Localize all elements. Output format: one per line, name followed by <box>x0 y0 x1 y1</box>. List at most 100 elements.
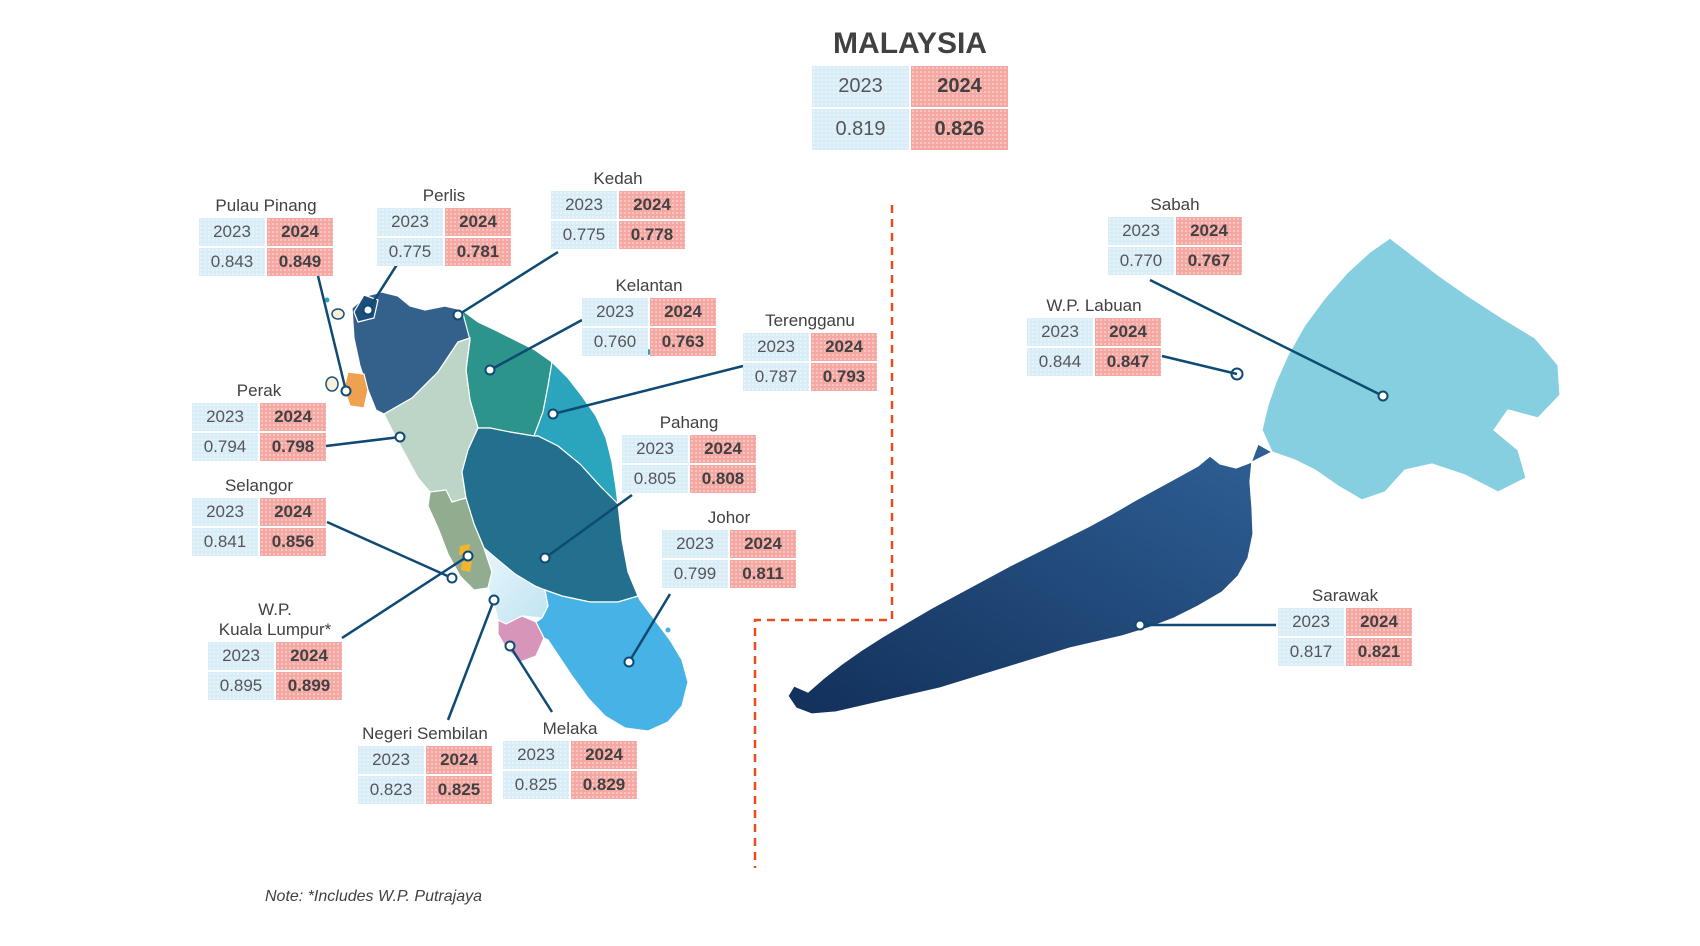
langkawi-island <box>331 308 345 320</box>
kl-marker-shape-2 <box>461 561 472 572</box>
state-name: Sabah <box>1150 195 1200 214</box>
leader-line-kelantan <box>489 318 583 372</box>
value-2024: 0.856 <box>260 528 326 556</box>
marker-dot-melaka <box>504 640 516 652</box>
marker-dot-perlis <box>362 304 374 316</box>
leader-line-pahang <box>544 493 633 560</box>
state-table: 2023 2024 0.825 0.829 <box>503 741 637 799</box>
year-2024-header: 2024 <box>445 208 511 236</box>
value-2024: 0.763 <box>650 328 716 356</box>
state-table: 2023 2024 0.817 0.821 <box>1278 608 1412 666</box>
year-2023-header: 2023 <box>622 435 688 463</box>
national-table: 2023 2024 0.819 0.826 <box>812 66 1008 150</box>
year-2023-header: 2023 <box>743 333 809 361</box>
year-2024-header: 2024 <box>260 498 326 526</box>
year-2023-header: 2023 <box>812 66 909 107</box>
leader-line-terengganu <box>552 364 744 416</box>
marker-dot-sarawak <box>1134 619 1146 631</box>
marker-dot-pahang <box>539 552 551 564</box>
map-region-negeri-sembilan <box>482 546 549 625</box>
national-panel: MALAYSIA 2023 2024 0.819 0.826 <box>812 26 1008 150</box>
marker-dot-selangor <box>446 572 458 584</box>
state-name: Pahang <box>659 413 719 432</box>
state-table: 2023 2024 0.760 0.763 <box>582 298 716 356</box>
year-2024-header: 2024 <box>426 746 492 774</box>
value-2023: 0.817 <box>1278 638 1344 666</box>
state-panel-pulau-pinang: Pulau Pinang 2023 2024 0.843 0.849 <box>199 196 333 276</box>
value-2023: 0.805 <box>622 465 688 493</box>
year-2023-header: 2023 <box>1278 608 1344 636</box>
marker-dot-pulau-pinang <box>340 385 352 397</box>
page-title: MALAYSIA <box>833 27 987 60</box>
leader-line-negeri-sembilan <box>446 599 496 721</box>
leader-line-kedah <box>457 250 559 317</box>
state-panel-selangor: Selangor 2023 2024 0.841 0.856 <box>192 476 326 556</box>
map-region-sabah <box>1261 237 1561 501</box>
state-table: 2023 2024 0.895 0.899 <box>208 642 342 700</box>
state-table: 2023 2024 0.805 0.808 <box>622 435 756 493</box>
year-2024-header: 2024 <box>911 66 1008 107</box>
state-table: 2023 2024 0.770 0.767 <box>1108 217 1242 275</box>
state-panel-sarawak: Sarawak 2023 2024 0.817 0.821 <box>1278 586 1412 666</box>
state-panel-negeri-sembilan: Negeri Sembilan 2023 2024 0.823 0.825 <box>358 724 492 804</box>
footnote: Note: *Includes W.P. Putrajaya <box>265 888 482 905</box>
state-table: 2023 2024 0.841 0.856 <box>192 498 326 556</box>
year-2024-header: 2024 <box>619 191 685 219</box>
value-2023: 0.775 <box>551 221 617 249</box>
state-name: Melaka <box>542 719 598 738</box>
value-2023: 0.787 <box>743 363 809 391</box>
year-2023-header: 2023 <box>551 191 617 219</box>
value-2024: 0.829 <box>571 771 637 799</box>
state-name: Selangor <box>224 476 294 495</box>
islet-tioman <box>665 627 671 633</box>
state-table: 2023 2024 0.843 0.849 <box>199 218 333 276</box>
national-value-2024: 0.826 <box>911 109 1008 150</box>
value-2023: 0.799 <box>662 560 728 588</box>
state-name: Kedah <box>593 169 643 188</box>
value-2024: 0.767 <box>1176 247 1242 275</box>
year-2023-header: 2023 <box>503 741 569 769</box>
state-table: 2023 2024 0.775 0.781 <box>377 208 511 266</box>
marker-dot-perak <box>394 431 406 443</box>
year-2024-header: 2024 <box>260 403 326 431</box>
value-2024: 0.847 <box>1095 348 1161 376</box>
year-2023-header: 2023 <box>1027 318 1093 346</box>
marker-dot-negeri-sembilan <box>488 594 500 606</box>
leader-line-selangor <box>326 520 453 580</box>
state-panel-kedah: Kedah 2023 2024 0.775 0.778 <box>551 169 685 249</box>
state-table: 2023 2024 0.823 0.825 <box>358 746 492 804</box>
state-name: Johor <box>707 508 751 527</box>
year-2024-header: 2024 <box>730 530 796 558</box>
state-name: Terengganu <box>765 311 855 330</box>
state-name: Kelantan <box>615 276 683 295</box>
value-2024: 0.811 <box>730 560 796 588</box>
year-2024-header: 2024 <box>267 218 333 246</box>
value-2024: 0.793 <box>811 363 877 391</box>
value-2024: 0.798 <box>260 433 326 461</box>
value-2024: 0.849 <box>267 248 333 276</box>
state-name: W.P. Kuala Lumpur* <box>218 600 332 639</box>
value-2024: 0.825 <box>426 776 492 804</box>
state-table: 2023 2024 0.794 0.798 <box>192 403 326 461</box>
state-panel-kuala-lumpur: W.P. Kuala Lumpur* 2023 2024 0.895 0.899 <box>208 600 342 700</box>
value-2023: 0.823 <box>358 776 424 804</box>
map-region-sarawak <box>787 443 1274 715</box>
value-2023: 0.843 <box>199 248 265 276</box>
leader-line-melaka <box>508 645 554 713</box>
value-2024: 0.899 <box>276 672 342 700</box>
value-2024: 0.821 <box>1346 638 1412 666</box>
state-panel-johor: Johor 2023 2024 0.799 0.811 <box>662 508 796 588</box>
year-2023-header: 2023 <box>208 642 274 670</box>
year-2023-header: 2023 <box>662 530 728 558</box>
state-panel-kelantan: Kelantan 2023 2024 0.760 0.763 <box>582 276 716 356</box>
value-2023: 0.895 <box>208 672 274 700</box>
year-2023-header: 2023 <box>377 208 443 236</box>
islet-northwest <box>324 297 330 303</box>
state-panel-sabah: Sabah 2023 2024 0.770 0.767 <box>1108 195 1242 275</box>
leader-line-sabah <box>1149 278 1384 398</box>
year-2024-header: 2024 <box>690 435 756 463</box>
penang-island <box>325 376 339 392</box>
year-2023-header: 2023 <box>582 298 648 326</box>
marker-dot-sabah <box>1377 390 1389 402</box>
